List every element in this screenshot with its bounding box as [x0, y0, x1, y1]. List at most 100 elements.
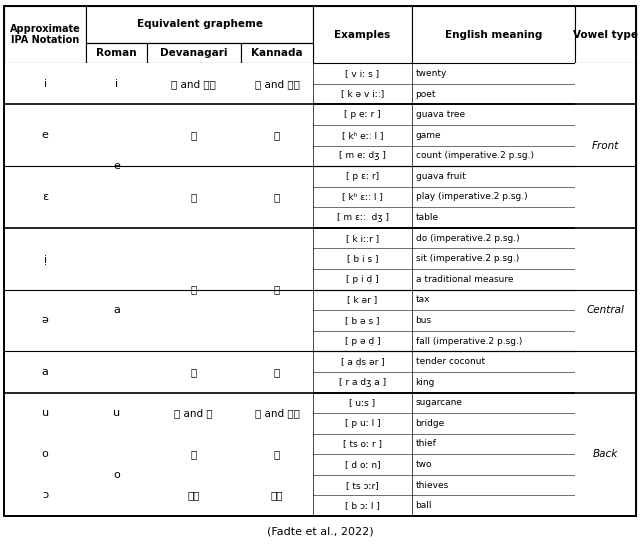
Text: (Fadte et al., 2022): (Fadte et al., 2022) [267, 526, 373, 536]
Text: English meaning: English meaning [445, 29, 542, 40]
Text: आ: आ [191, 367, 197, 377]
Text: ओ: ओ [191, 449, 197, 459]
Bar [575, 6, 636, 63]
Text: [ k ə v iː:]: [ k ə v iː:] [341, 90, 384, 98]
Text: [ p εː r]: [ p εː r] [346, 172, 379, 181]
Bar [4, 393, 86, 434]
Text: Approximate
IPA Notation: Approximate IPA Notation [10, 24, 81, 45]
Text: play (imperative.2 p.sg.): play (imperative.2 p.sg.) [415, 192, 527, 201]
Text: twenty: twenty [415, 69, 447, 78]
Text: fall (imperative.2 p.sg.): fall (imperative.2 p.sg.) [415, 336, 522, 346]
Bar [575, 393, 636, 516]
Text: Equivalent grapheme: Equivalent grapheme [137, 19, 263, 29]
Text: Examples: Examples [335, 29, 390, 40]
Text: उ and ऊ: उ and ऊ [175, 408, 213, 418]
Bar [147, 228, 241, 351]
Text: Kannada: Kannada [251, 48, 303, 58]
Text: guava fruit: guava fruit [415, 172, 465, 181]
Text: [ p ə ḍ ]: [ p ə ḍ ] [345, 336, 380, 346]
Text: u: u [113, 408, 120, 418]
Text: count (imperative.2 p.sg.): count (imperative.2 p.sg.) [415, 151, 534, 161]
Bar [147, 434, 241, 475]
Text: ball: ball [415, 501, 432, 510]
Bar [4, 166, 86, 228]
Bar [241, 393, 314, 434]
Bar [86, 104, 147, 228]
Text: poet: poet [415, 90, 436, 98]
Text: two: two [415, 460, 432, 469]
Bar [4, 63, 86, 104]
Text: thief: thief [415, 440, 436, 448]
Text: [ d oː n]: [ d oː n] [345, 460, 380, 469]
Bar [86, 63, 147, 104]
Text: tax: tax [415, 295, 430, 304]
Bar [241, 351, 314, 393]
Bar [4, 434, 86, 475]
Bar [412, 6, 575, 63]
Text: अ: अ [191, 284, 197, 295]
Text: king: king [415, 378, 435, 387]
Bar [147, 43, 241, 63]
Text: a traditional measure: a traditional measure [415, 275, 513, 284]
Text: ɔ: ɔ [42, 490, 48, 501]
Text: इ and ईँ: इ and ईँ [172, 79, 216, 89]
Text: table: table [415, 213, 439, 222]
Text: bus: bus [415, 316, 432, 325]
Text: Vowel type: Vowel type [573, 29, 638, 40]
Text: e: e [42, 130, 49, 140]
Text: o: o [113, 470, 120, 480]
Text: o: o [42, 449, 49, 459]
Bar [4, 228, 86, 289]
Text: [ m εː:  dʒ ]: [ m εː: dʒ ] [337, 213, 388, 222]
Bar [147, 393, 241, 434]
Bar [4, 6, 86, 63]
Bar [241, 228, 314, 351]
Text: [ p uː l ]: [ p uː l ] [345, 419, 380, 428]
Text: ಎ: ಎ [274, 130, 280, 140]
Bar [241, 434, 314, 475]
Text: ε: ε [42, 192, 48, 202]
Bar [86, 228, 147, 393]
Text: a: a [113, 305, 120, 315]
Bar [4, 475, 86, 516]
Bar [86, 6, 314, 43]
Text: i: i [44, 79, 47, 89]
Bar [4, 351, 86, 393]
Text: [ r a dʒ a ]: [ r a dʒ a ] [339, 378, 386, 387]
Text: thieves: thieves [415, 480, 449, 490]
Bar [241, 475, 314, 516]
Text: sugarcane: sugarcane [415, 398, 463, 407]
Text: bridge: bridge [415, 419, 445, 428]
Text: ए: ए [191, 130, 197, 140]
Text: [ p i ḍ ]: [ p i ḍ ] [346, 275, 379, 284]
Text: [ m eː dʒ ]: [ m eː dʒ ] [339, 151, 386, 161]
Text: [ b ɔː l ]: [ b ɔː l ] [345, 501, 380, 510]
Text: [ kʰ eː: l ]: [ kʰ eː: l ] [342, 130, 383, 140]
Text: ಇ and ಈँ: ಇ and ಈँ [255, 79, 300, 89]
Bar [575, 228, 636, 393]
Bar [86, 393, 147, 434]
Text: e: e [113, 161, 120, 171]
Text: sit (imperative.2 p.sg.): sit (imperative.2 p.sg.) [415, 254, 519, 263]
Bar [147, 351, 241, 393]
Text: ಒ: ಒ [274, 449, 280, 459]
Text: [ b i s ]: [ b i s ] [347, 254, 378, 263]
Text: a: a [42, 367, 49, 377]
Text: game: game [415, 130, 441, 140]
Text: ə: ə [42, 316, 49, 325]
Bar [86, 43, 147, 63]
Bar [241, 43, 314, 63]
Text: ಅ: ಅ [274, 284, 280, 295]
Bar [241, 104, 314, 166]
Text: [ v iː s ]: [ v iː s ] [346, 69, 380, 78]
Text: [ uːs ]: [ uːs ] [349, 398, 376, 407]
Text: i: i [115, 79, 118, 89]
Bar [147, 63, 241, 104]
Text: [ k iː:r ]: [ k iː:r ] [346, 234, 379, 242]
Bar [147, 475, 241, 516]
Bar [241, 166, 314, 228]
Bar [147, 166, 241, 228]
Text: ಍: ಍ [274, 192, 280, 202]
Text: ị: ị [44, 254, 47, 264]
Bar [314, 6, 412, 63]
